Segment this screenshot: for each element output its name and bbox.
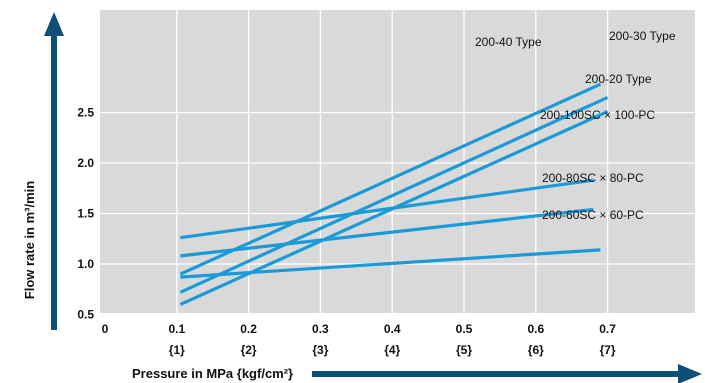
x-axis-arrow [312, 364, 702, 383]
plot-background [100, 10, 695, 313]
x-tick-sublabel: {5} [456, 343, 472, 357]
series-line-0 [179, 82, 602, 276]
x-tick-sublabel: {4} [384, 343, 400, 357]
series-label-1: 200-30 Type [609, 29, 676, 43]
y-tick-label: 0.5 [77, 308, 94, 322]
series-label-0: 200-40 Type [475, 35, 542, 49]
x-tick-label: 0.1 [168, 322, 185, 336]
x-arrow-head [678, 364, 702, 383]
series-line-5 [180, 248, 601, 279]
series-label-3: 200-100SC × 100-PC [540, 108, 655, 122]
series-label-5: 200-60SC × 60-PC [542, 208, 644, 222]
y-tick-label: 1.5 [77, 207, 94, 221]
x-tick-label: 0.7 [599, 322, 616, 336]
x-tick-sublabel: {7} [600, 343, 616, 357]
y-axis-title: Flow rate in m³/min [22, 181, 37, 300]
x-arrow-shaft [312, 371, 682, 377]
x-tick-label: 0.5 [456, 322, 473, 336]
x-tick-sublabel: {2} [241, 343, 257, 357]
x-tick-labels: 0 0.1 {1} 0.2 {2} 0.3 {3} 0.4 {4} 0.5 {5} 0.6 {6} 0.7… [102, 322, 617, 357]
series-label-2: 200-20 Type [585, 72, 652, 86]
y-tick-label: 2.0 [77, 156, 94, 170]
y-arrow-shaft [51, 34, 57, 330]
series-label-4: 200-80SC × 80-PC [542, 171, 644, 185]
x-axis-title: Pressure in MPa {kgf/cm²} [132, 366, 293, 381]
y-tick-label: 2.5 [77, 106, 94, 120]
series-line-4 [180, 207, 594, 258]
x-tick-sublabel: {3} [312, 343, 328, 357]
x-tick-label: 0.6 [527, 322, 544, 336]
series-lines [179, 82, 609, 306]
x-tick-label: 0.3 [312, 322, 329, 336]
series-line-3 [180, 178, 594, 240]
x-tick-label: 0.4 [384, 322, 401, 336]
series-labels: 200-40 Type 200-30 Type 200-20 Type 200-100… [475, 29, 676, 222]
x-tick-sublabel: {1} [169, 343, 185, 357]
y-tick-label: 1.0 [77, 257, 94, 271]
y-arrow-head [44, 12, 64, 36]
x-tick-label: 0 [102, 322, 109, 336]
x-tick-sublabel: {6} [528, 343, 544, 357]
x-tick-label: 0.2 [240, 322, 257, 336]
series-line-1 [179, 95, 609, 294]
y-tick-labels: 0.5 1.0 1.5 2.0 2.5 [77, 106, 94, 322]
y-axis-arrow [44, 12, 64, 330]
